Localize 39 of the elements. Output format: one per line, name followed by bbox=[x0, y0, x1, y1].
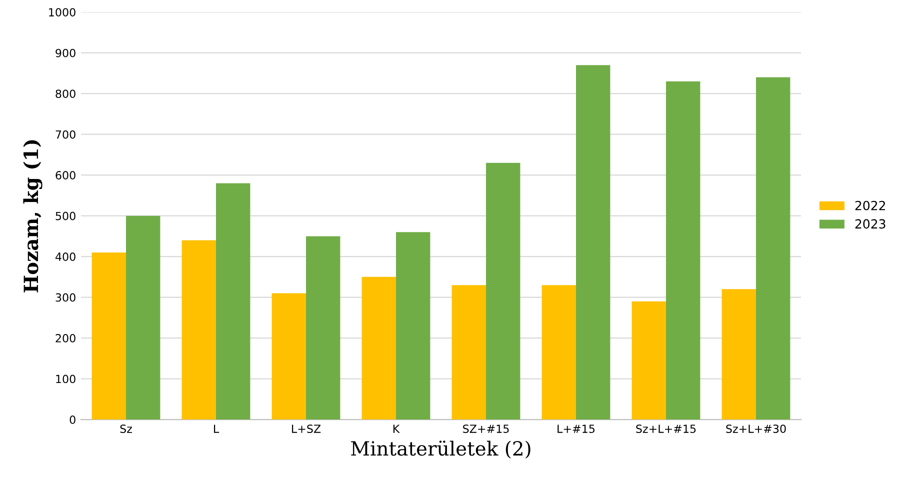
bar bbox=[92, 252, 126, 420]
y-tick-label: 900 bbox=[56, 48, 76, 58]
x-tick-label: K bbox=[393, 424, 400, 433]
bar bbox=[362, 276, 396, 420]
bar bbox=[182, 240, 216, 420]
y-tick-label: 500 bbox=[56, 212, 76, 220]
y-tick-label: 1000 bbox=[49, 8, 76, 17]
y-tick-label: 800 bbox=[56, 90, 76, 98]
bar bbox=[576, 65, 610, 420]
bar bbox=[126, 216, 160, 420]
x-tick-label: SZ+#15 bbox=[463, 424, 509, 433]
legend-label: 2023 bbox=[855, 219, 886, 229]
y-tick-label: 400 bbox=[55, 252, 76, 261]
bar bbox=[396, 232, 430, 420]
bar bbox=[632, 301, 666, 420]
y-tick-label: 700 bbox=[56, 130, 76, 139]
x-tick-label: L bbox=[214, 424, 220, 433]
legend-label: 2022 bbox=[855, 200, 886, 210]
bar bbox=[756, 77, 790, 420]
bar bbox=[666, 81, 700, 420]
y-tick-label: 200 bbox=[56, 334, 76, 342]
bar bbox=[542, 285, 576, 420]
x-tick-label: Sz+L+#30 bbox=[726, 424, 786, 433]
y-axis-title: Hozam, kg (1) bbox=[23, 140, 42, 292]
x-axis-title: Mintaterületek (2) bbox=[351, 440, 530, 458]
x-tick-label: Sz+L+#15 bbox=[636, 424, 696, 433]
x-tick-label: L+SZ bbox=[292, 424, 321, 433]
bar bbox=[722, 289, 756, 420]
bar bbox=[306, 236, 340, 420]
bar bbox=[452, 285, 486, 420]
y-tick-label: 600 bbox=[56, 171, 76, 180]
bar bbox=[272, 293, 306, 420]
y-tick-label: 300 bbox=[56, 293, 76, 302]
bar bbox=[486, 162, 520, 420]
x-tick-label: Sz bbox=[120, 424, 132, 433]
y-tick-label: 100 bbox=[56, 374, 76, 384]
bar bbox=[216, 183, 250, 420]
x-tick-label: L+#15 bbox=[558, 424, 595, 433]
y-tick-label: 0 bbox=[70, 416, 76, 424]
